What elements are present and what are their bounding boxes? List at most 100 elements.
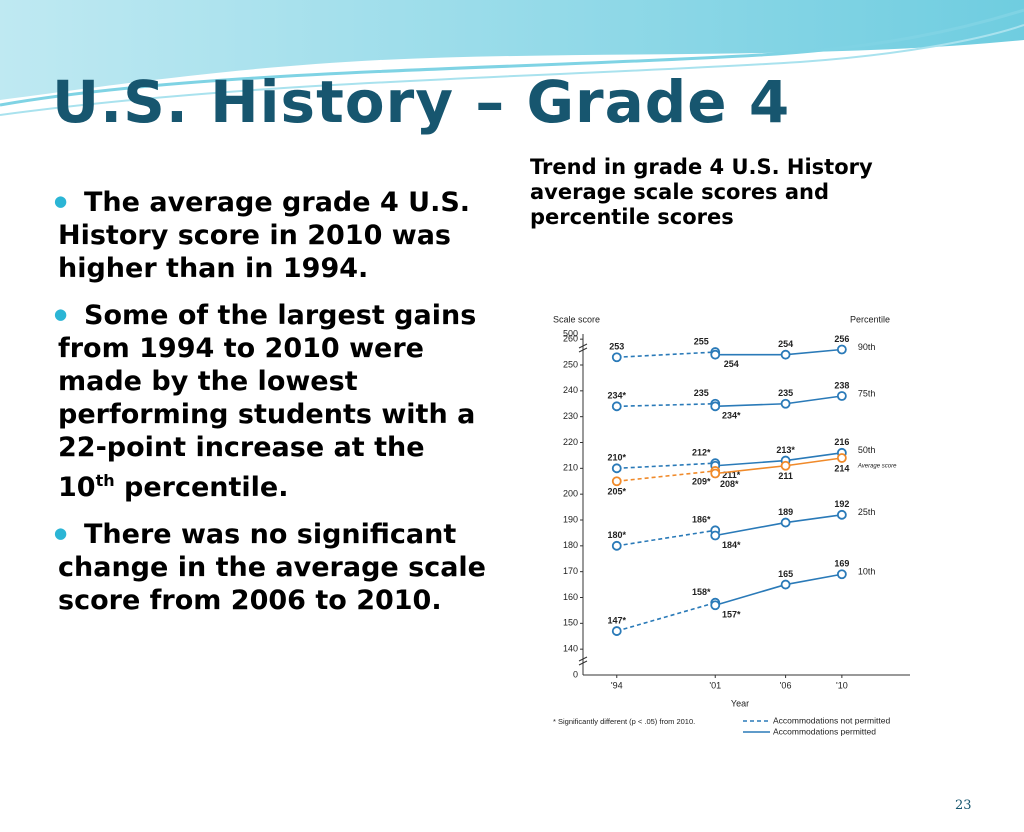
data-label: 238 — [834, 380, 849, 390]
data-label: 158* — [692, 587, 711, 597]
series-line — [616, 529, 716, 547]
data-label: 212* — [692, 448, 711, 458]
data-point — [836, 344, 847, 355]
data-label: 157* — [722, 610, 741, 620]
y-tick-label: 230 — [563, 411, 578, 421]
data-label: 254 — [724, 359, 739, 369]
series-line — [616, 402, 716, 408]
x-axis-label: Year — [731, 698, 749, 708]
data-label: 205* — [607, 487, 626, 497]
series-name: 25th — [858, 507, 876, 517]
data-label: 208* — [720, 479, 739, 489]
bullet-text: percentile. — [114, 472, 289, 503]
bullet-text: There was no significant change in the a… — [58, 519, 486, 616]
data-label: 214 — [834, 463, 849, 473]
series-line — [616, 601, 716, 632]
data-point — [710, 600, 721, 611]
series-line — [616, 351, 716, 359]
x-tick-label: '94 — [611, 680, 623, 690]
y-tick-label: 140 — [563, 644, 578, 654]
wave-line — [0, 24, 1024, 116]
wave-line — [0, 8, 1024, 107]
y-tick-label: 210 — [563, 463, 578, 473]
y-tick-label: 250 — [563, 359, 578, 369]
data-label: 254 — [778, 339, 793, 349]
y-tick-label: 180 — [563, 540, 578, 550]
legend-label: Accommodations permitted — [773, 726, 876, 736]
data-point — [611, 401, 622, 412]
data-point — [780, 349, 791, 360]
data-point — [611, 476, 622, 487]
y-tick-label: 220 — [563, 437, 578, 447]
data-point — [836, 453, 847, 463]
series-header: Percentile — [850, 314, 890, 324]
data-point — [611, 540, 622, 551]
bullet: There was no significant change in the a… — [54, 517, 490, 617]
data-label: 256 — [834, 334, 849, 344]
slide-title: U.S. History – Grade 4 — [52, 68, 791, 136]
axis-break — [578, 656, 588, 666]
data-point — [780, 517, 791, 528]
series-name: 50th — [858, 445, 876, 455]
data-label: 147* — [607, 615, 626, 625]
chart: Scale score Percentile Year * Significan… — [550, 310, 935, 740]
series-line — [616, 462, 716, 470]
data-point — [611, 463, 622, 474]
data-label: 213* — [776, 445, 795, 455]
y-tick-label: 150 — [563, 618, 578, 628]
data-label: 169 — [834, 559, 849, 569]
data-label: 211 — [778, 471, 793, 481]
data-label: 216 — [834, 437, 849, 447]
data-label: 234* — [722, 411, 741, 421]
series-name: 75th — [858, 388, 876, 398]
bullet-text: Some of the largest gains from 1994 to 2… — [58, 300, 477, 503]
data-label: 184* — [722, 540, 741, 550]
data-label: 235 — [778, 388, 793, 398]
data-label: 255 — [694, 336, 709, 346]
data-point — [710, 530, 721, 541]
legend-label: Accommodations not permitted — [773, 715, 890, 725]
x-tick-label: '01 — [709, 680, 721, 690]
series-name: 10th — [858, 567, 876, 577]
wave-background — [0, 0, 1024, 116]
data-point — [836, 391, 847, 401]
data-point — [780, 579, 791, 590]
bullet-list: The average grade 4 U.S. History score i… — [54, 185, 490, 631]
data-point — [710, 468, 721, 479]
series-name: 90th — [858, 342, 876, 352]
data-label: 209* — [692, 476, 711, 486]
y-tick-label: 0 — [573, 669, 578, 679]
data-point — [710, 349, 721, 360]
series-line — [616, 470, 716, 483]
page-number: 23 — [955, 798, 972, 813]
y-tick-label: 170 — [563, 566, 578, 576]
bullet: Some of the largest gains from 1994 to 2… — [54, 298, 490, 504]
y-tick-label: 260 — [563, 334, 578, 344]
data-point — [836, 509, 847, 520]
y-tick-label: 190 — [563, 514, 578, 524]
y-tick-label: 160 — [563, 592, 578, 602]
data-label: 253 — [609, 342, 624, 352]
data-point — [780, 460, 791, 471]
bullet: The average grade 4 U.S. History score i… — [54, 185, 490, 285]
data-point — [710, 401, 721, 412]
axis-break — [578, 343, 588, 353]
chart-caption: Trend in grade 4 U.S. History average sc… — [530, 155, 873, 229]
series-line — [715, 348, 842, 356]
bullet-text: The average grade 4 U.S. History score i… — [58, 187, 471, 284]
data-label: 210* — [607, 453, 626, 463]
data-label: 165 — [778, 569, 793, 579]
data-label: 186* — [692, 515, 711, 525]
series-name: Average score — [857, 464, 897, 470]
y-tick-label: 200 — [563, 489, 578, 499]
data-label: 235 — [694, 388, 709, 398]
data-label: 189 — [778, 507, 793, 517]
y-tick-label: 240 — [563, 385, 578, 395]
data-point — [780, 398, 791, 409]
x-tick-label: '06 — [780, 680, 792, 690]
data-point — [836, 569, 847, 580]
footnote: * Significantly different (p < .05) from… — [553, 717, 695, 726]
y-tick-label: 500 — [563, 328, 578, 338]
series-line — [715, 514, 842, 537]
